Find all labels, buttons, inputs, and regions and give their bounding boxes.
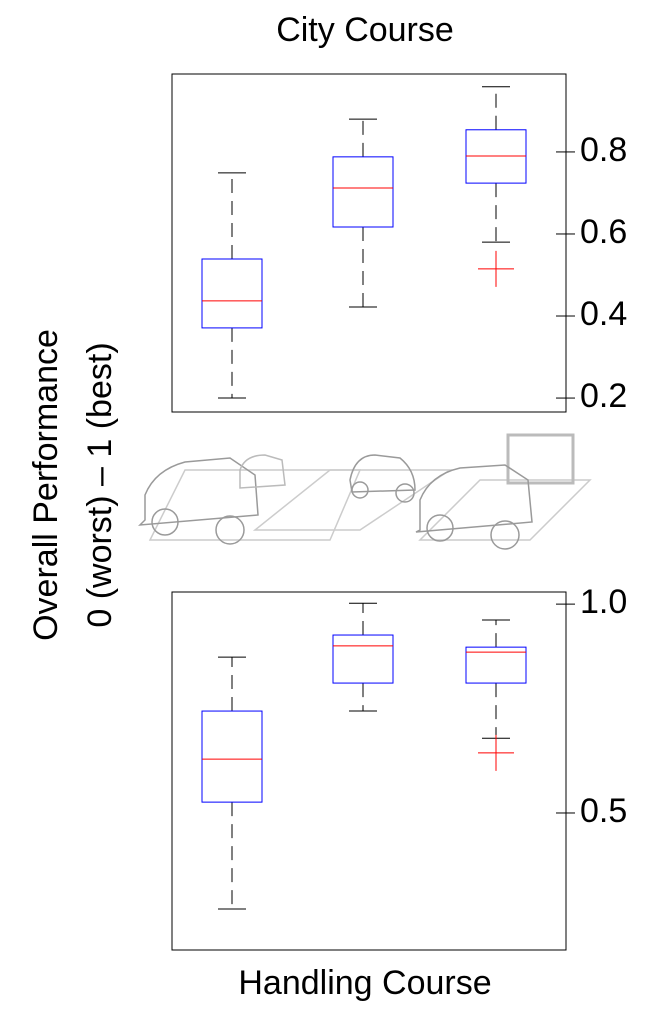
y-tick-label: 0.2 bbox=[580, 377, 627, 415]
box bbox=[465, 646, 527, 684]
y-tick-label: 1.0 bbox=[580, 583, 627, 621]
box bbox=[332, 156, 394, 228]
y-tick-label: 0.8 bbox=[580, 131, 627, 169]
y-tick-label: 0.6 bbox=[580, 213, 627, 251]
chart-title: City Course bbox=[276, 11, 454, 49]
y-tick-label: 0.5 bbox=[580, 792, 627, 830]
plot-frame bbox=[171, 591, 567, 951]
box bbox=[201, 258, 263, 329]
car-illustration bbox=[138, 433, 592, 550]
box bbox=[332, 634, 394, 684]
flier bbox=[478, 734, 514, 771]
plot-frame bbox=[171, 73, 567, 413]
chart-title: Handling Course bbox=[238, 964, 491, 1002]
y-tick-label: 0.4 bbox=[580, 295, 627, 333]
box bbox=[201, 710, 263, 803]
flier bbox=[478, 250, 514, 287]
y-axis-label: 0 (worst) – 1 (best) bbox=[81, 342, 119, 627]
y-axis-label: Overall Performance bbox=[27, 329, 65, 641]
